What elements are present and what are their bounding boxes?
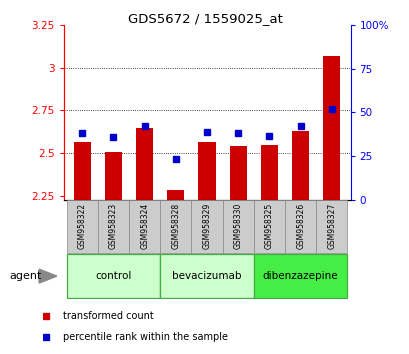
Bar: [222, 200, 253, 253]
Bar: [98, 200, 129, 253]
Bar: [191, 200, 222, 253]
Bar: [260, 145, 277, 200]
Bar: [253, 200, 284, 253]
Text: GDS5672 / 1559025_at: GDS5672 / 1559025_at: [127, 12, 282, 25]
Bar: [253, 254, 346, 298]
Bar: [74, 142, 91, 200]
Bar: [160, 254, 253, 298]
Bar: [291, 131, 308, 200]
Text: percentile rank within the sample: percentile rank within the sample: [63, 332, 227, 342]
Bar: [160, 200, 191, 253]
Text: GSM958327: GSM958327: [326, 202, 335, 249]
Bar: [229, 146, 246, 200]
Text: dibenzazepine: dibenzazepine: [262, 271, 337, 281]
Text: control: control: [95, 271, 131, 281]
Bar: [136, 128, 153, 200]
Text: GSM958324: GSM958324: [140, 202, 149, 249]
Text: transformed count: transformed count: [63, 311, 153, 321]
Bar: [198, 142, 215, 200]
Text: GSM958322: GSM958322: [78, 202, 87, 249]
Bar: [322, 56, 339, 200]
Text: GSM958323: GSM958323: [109, 202, 118, 249]
Bar: [167, 190, 184, 200]
Text: agent: agent: [9, 271, 41, 281]
Bar: [129, 200, 160, 253]
Bar: [67, 254, 160, 298]
Text: GSM958326: GSM958326: [295, 202, 304, 249]
Bar: [315, 200, 346, 253]
Text: GSM958330: GSM958330: [233, 202, 242, 249]
Text: GSM958325: GSM958325: [264, 202, 273, 249]
Bar: [284, 200, 315, 253]
Bar: [105, 152, 122, 200]
Text: bevacizumab: bevacizumab: [172, 271, 241, 281]
Text: GSM958329: GSM958329: [202, 202, 211, 249]
Text: GSM958328: GSM958328: [171, 202, 180, 249]
Polygon shape: [39, 269, 57, 283]
Bar: [67, 200, 98, 253]
